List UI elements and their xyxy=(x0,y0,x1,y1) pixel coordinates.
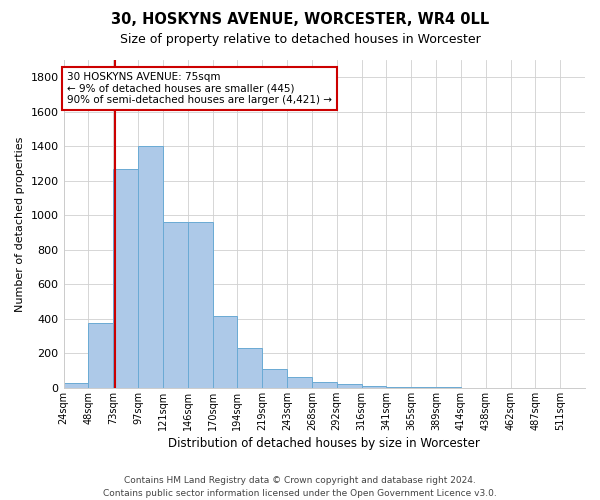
Text: Size of property relative to detached houses in Worcester: Size of property relative to detached ho… xyxy=(119,32,481,46)
Bar xyxy=(113,168,138,388)
Y-axis label: Number of detached properties: Number of detached properties xyxy=(15,136,25,312)
Bar xyxy=(238,348,262,388)
Text: 30, HOSKYNS AVENUE, WORCESTER, WR4 0LL: 30, HOSKYNS AVENUE, WORCESTER, WR4 0LL xyxy=(111,12,489,28)
Bar xyxy=(287,376,312,388)
Bar xyxy=(337,384,362,388)
Bar xyxy=(188,222,212,388)
X-axis label: Distribution of detached houses by size in Worcester: Distribution of detached houses by size … xyxy=(169,437,480,450)
Text: 30 HOSKYNS AVENUE: 75sqm
← 9% of detached houses are smaller (445)
90% of semi-d: 30 HOSKYNS AVENUE: 75sqm ← 9% of detache… xyxy=(67,72,332,106)
Bar xyxy=(88,323,113,388)
Bar xyxy=(262,369,287,388)
Bar xyxy=(312,382,337,388)
Text: Contains HM Land Registry data © Crown copyright and database right 2024.
Contai: Contains HM Land Registry data © Crown c… xyxy=(103,476,497,498)
Bar xyxy=(362,386,386,388)
Bar xyxy=(138,146,163,388)
Bar xyxy=(163,222,188,388)
Bar xyxy=(386,386,411,388)
Bar xyxy=(64,382,88,388)
Bar xyxy=(212,316,238,388)
Bar xyxy=(411,387,436,388)
